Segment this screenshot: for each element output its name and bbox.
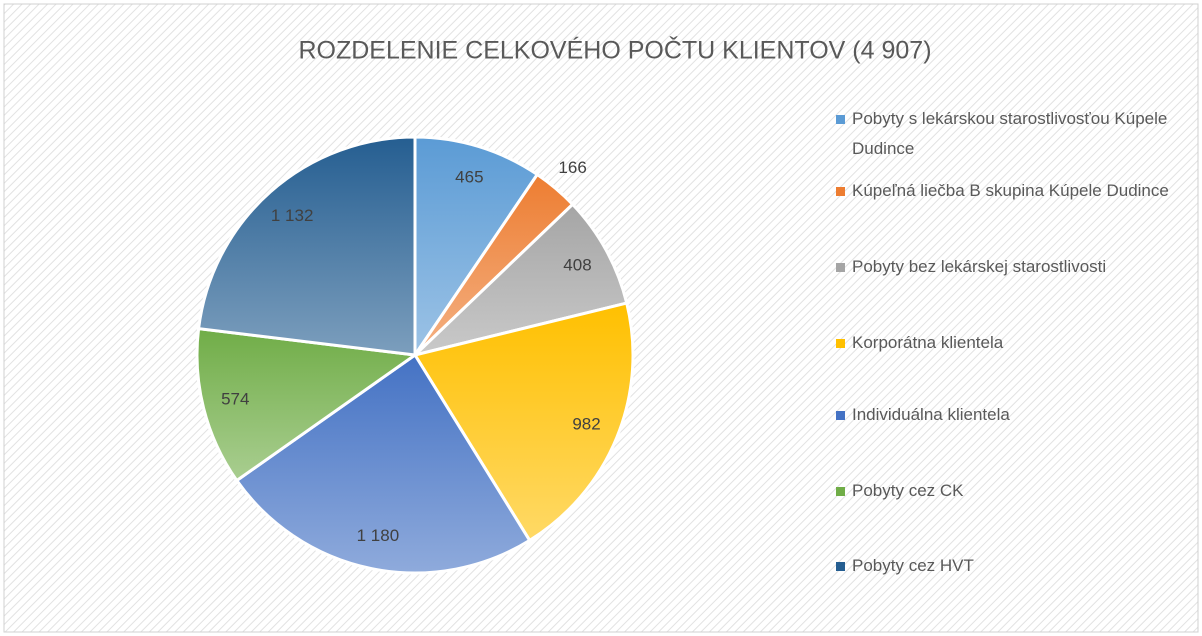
legend-swatch xyxy=(836,487,845,496)
legend-label: Korporátna klientela xyxy=(852,333,1004,352)
legend-label: Pobyty cez CK xyxy=(852,481,964,500)
legend-swatch xyxy=(836,115,845,124)
legend-label: Pobyty cez HVT xyxy=(852,556,974,575)
legend-swatch xyxy=(836,263,845,272)
data-label: 408 xyxy=(563,255,591,274)
data-label: 166 xyxy=(558,158,586,177)
legend-item: Pobyty cez CK xyxy=(836,476,1196,506)
pie-slice xyxy=(195,326,420,483)
legend-item: Pobyty cez HVT xyxy=(836,551,1196,581)
legend-swatch xyxy=(836,339,845,348)
data-label: 1 180 xyxy=(357,526,400,545)
legend-label: Kúpeľná liečba B skupina Kúpele Dudince xyxy=(852,181,1169,200)
legend-item: Pobyty bez lekárskej starostlivosti xyxy=(836,252,1196,282)
pie-slice xyxy=(409,202,629,358)
data-label: 465 xyxy=(455,167,483,186)
pie-slice xyxy=(234,352,532,575)
pie-slice xyxy=(413,135,540,360)
legend-swatch xyxy=(836,562,845,571)
legend-item: Individuálna klientela xyxy=(836,400,1196,430)
legend-item: Korporátna klientela xyxy=(836,328,1196,358)
legend-swatch xyxy=(836,187,845,196)
legend-item: Kúpeľná liečba B skupina Kúpele Dudince xyxy=(836,176,1196,206)
legend-label: Pobyty bez lekárskej starostlivosti xyxy=(852,257,1107,276)
legend-swatch xyxy=(836,411,845,420)
data-label: 982 xyxy=(572,415,600,434)
data-label: 574 xyxy=(221,390,249,409)
legend-label: Individuálna klientela xyxy=(852,405,1010,424)
chart-title: ROZDELENIE CELKOVÉHO POČTU KLIENTOV (4 9… xyxy=(298,36,931,65)
legend-item: Pobyty s lekárskou starostlivosťou Kúpel… xyxy=(836,104,1196,164)
legend-label: Pobyty s lekárskou starostlivosťou Kúpel… xyxy=(852,109,1168,158)
pie-slice xyxy=(196,135,417,357)
data-label: 1 132 xyxy=(271,206,314,225)
pie-slice xyxy=(412,301,635,543)
